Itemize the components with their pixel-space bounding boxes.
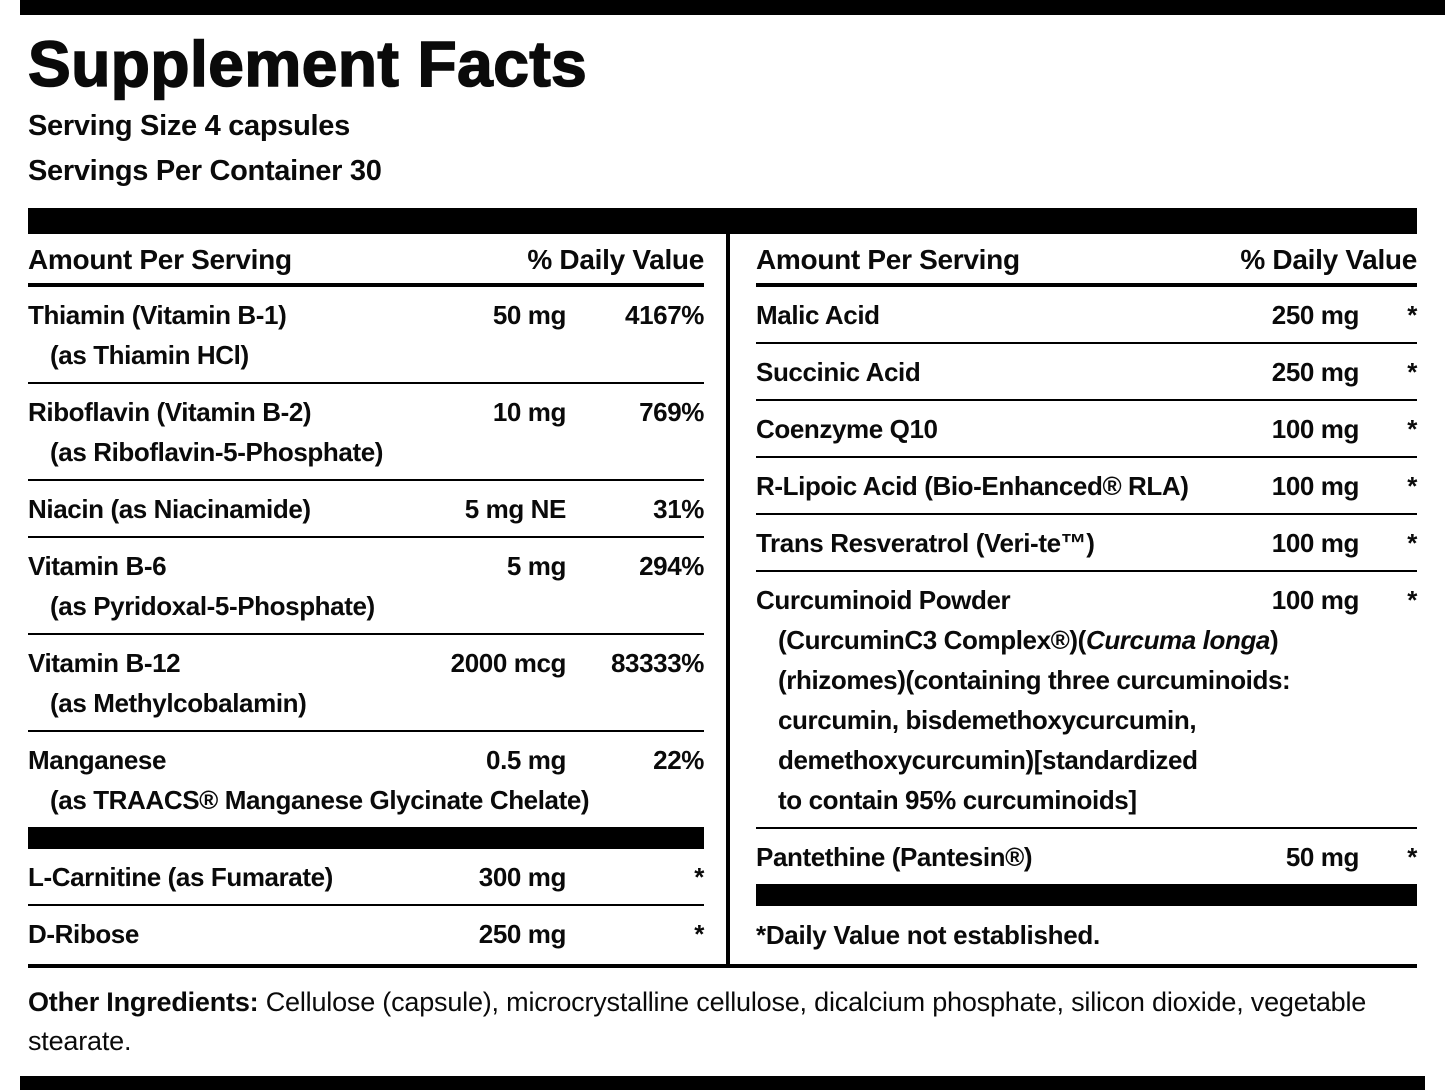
ingredient-amount: 5 mg NE bbox=[464, 494, 567, 525]
ingredient-source: (as Methylcobalamin) bbox=[50, 688, 307, 719]
ingredient-daily-value: 83333% bbox=[610, 648, 704, 679]
other-ingredients-text: Cellulose (capsule), microcrystalline ce… bbox=[28, 987, 1367, 1057]
table-row-succinic-acid: Succinic Acid 250 mg * bbox=[756, 344, 1417, 402]
ingredient-amount: 250 mg bbox=[478, 919, 567, 950]
ingredient-daily-value: * bbox=[694, 862, 704, 893]
ingredient-amount: 250 mg bbox=[1271, 357, 1360, 388]
ingredient-daily-value: * bbox=[1407, 528, 1417, 559]
ingredient-source: (as Thiamin HCl) bbox=[50, 340, 249, 371]
ingredient-daily-value: * bbox=[1407, 585, 1417, 616]
table-row-curcuminoid-powder: Curcuminoid Powder 100 mg * (CurcuminC3 … bbox=[756, 572, 1417, 830]
ingredient-amount: 100 mg bbox=[1271, 585, 1360, 616]
ingredient-source: to contain 95% curcuminoids] bbox=[778, 785, 1137, 816]
ingredient-name: Niacin (as Niacinamide) bbox=[28, 494, 311, 525]
ingredient-name: Malic Acid bbox=[756, 300, 880, 331]
ingredient-daily-value: 4167% bbox=[625, 300, 704, 331]
ingredient-name: R-Lipoic Acid (Bio-Enhanced® RLA) bbox=[756, 471, 1189, 502]
ingredient-daily-value: * bbox=[1407, 471, 1417, 502]
ingredient-name: L-Carnitine (as Fumarate) bbox=[28, 862, 333, 893]
table-row-coenzyme-q10: Coenzyme Q10 100 mg * bbox=[756, 401, 1417, 459]
left-column-header: Amount Per Serving % Daily Value bbox=[28, 234, 704, 288]
ingredient-amount: 5 mg bbox=[506, 551, 566, 582]
ingredient-name: Trans Resveratrol (Veri-te™) bbox=[756, 528, 1095, 559]
other-ingredients: Other Ingredients: Cellulose (capsule), … bbox=[28, 983, 1417, 1061]
botanical-name-italic: Curcuma longa bbox=[1085, 625, 1270, 656]
ingredient-daily-value: * bbox=[1407, 357, 1417, 388]
daily-value-footnote: *Daily Value not established. bbox=[756, 920, 1100, 951]
ingredient-amount: 2000 mcg bbox=[450, 648, 567, 679]
page-title: Supplement Facts bbox=[27, 28, 588, 100]
column-header-daily-value: % Daily Value bbox=[527, 244, 704, 276]
ingredient-amount: 50 mg bbox=[492, 300, 567, 331]
ingredient-name: D-Ribose bbox=[28, 919, 139, 950]
ingredient-source: (rhizomes)(containing three curcuminoids… bbox=[778, 665, 1291, 696]
ingredient-daily-value: * bbox=[1407, 842, 1417, 873]
ingredient-amount: 0.5 mg bbox=[486, 745, 566, 776]
table-row-malic-acid: Malic Acid 250 mg * bbox=[756, 287, 1417, 345]
table-row-thiamin: Thiamin (Vitamin B-1) 50 mg 4167% (as Th… bbox=[28, 287, 704, 385]
table-row-riboflavin: Riboflavin (Vitamin B-2) 10 mg 769% (as … bbox=[28, 384, 704, 482]
ingredient-amount: 100 mg bbox=[1271, 414, 1360, 445]
column-divider bbox=[726, 234, 730, 965]
ingredient-amount: 100 mg bbox=[1271, 528, 1360, 559]
ingredient-source: demethoxycurcumin)[standardized bbox=[778, 745, 1198, 776]
ingredient-daily-value: * bbox=[1407, 414, 1417, 445]
serving-size: Serving Size 4 capsules bbox=[28, 110, 350, 143]
ingredient-amount: 250 mg bbox=[1271, 300, 1360, 331]
right-column-header: Amount Per Serving % Daily Value bbox=[756, 234, 1417, 288]
table-row-d-ribose: D-Ribose 250 mg * bbox=[28, 906, 704, 961]
ingredient-name: Thiamin (Vitamin B-1) bbox=[28, 300, 287, 331]
column-header-amount: Amount Per Serving bbox=[28, 244, 292, 276]
ingredient-name: Manganese bbox=[28, 745, 167, 776]
bottom-border-bar bbox=[20, 1076, 1425, 1090]
table-row-pantethine: Pantethine (Pantesin®) 50 mg * bbox=[756, 829, 1417, 884]
ingredient-name: Succinic Acid bbox=[756, 357, 921, 388]
ingredient-daily-value: 31% bbox=[653, 494, 704, 525]
table-row-vitamin-b12: Vitamin B-12 2000 mcg 83333% (as Methylc… bbox=[28, 635, 704, 733]
ingredient-daily-value: * bbox=[694, 919, 704, 950]
table-row-vitamin-b6: Vitamin B-6 5 mg 294% (as Pyridoxal-5-Ph… bbox=[28, 538, 704, 636]
table-row-manganese: Manganese 0.5 mg 22% (as TRAACS® Mangane… bbox=[28, 732, 704, 827]
ingredient-amount: 10 mg bbox=[492, 397, 567, 428]
text-segment: ) bbox=[1270, 625, 1279, 656]
ingredient-daily-value: 22% bbox=[653, 745, 704, 776]
ingredient-source: (as Riboflavin-5-Phosphate) bbox=[50, 437, 384, 468]
ingredient-amount: 100 mg bbox=[1271, 471, 1360, 502]
table-row-l-carnitine: L-Carnitine (as Fumarate) 300 mg * bbox=[28, 849, 704, 907]
ingredient-daily-value: 294% bbox=[639, 551, 704, 582]
ingredient-name: Vitamin B-12 bbox=[28, 648, 181, 679]
ingredient-daily-value: * bbox=[1407, 300, 1417, 331]
ingredient-name: Curcuminoid Powder bbox=[756, 585, 1011, 616]
table-top-bar bbox=[28, 208, 1417, 235]
top-border-bar bbox=[20, 0, 1445, 15]
text-segment: (CurcuminC3 Complex®)( bbox=[778, 625, 1086, 656]
ingredient-source: (as Pyridoxal-5-Phosphate) bbox=[50, 591, 375, 622]
ingredient-source: (CurcuminC3 Complex®)(Curcuma longa) bbox=[756, 620, 1417, 660]
right-section-bar bbox=[756, 884, 1417, 907]
ingredient-name: Pantethine (Pantesin®) bbox=[756, 842, 1033, 873]
ingredient-source: (as TRAACS® Manganese Glycinate Chelate) bbox=[50, 785, 590, 816]
table-row-r-lipoic-acid: R-Lipoic Acid (Bio-Enhanced® RLA) 100 mg… bbox=[756, 458, 1417, 516]
table-row-niacin: Niacin (as Niacinamide) 5 mg NE 31% bbox=[28, 481, 704, 539]
servings-per-container: Servings Per Container 30 bbox=[28, 155, 382, 188]
ingredient-amount: 50 mg bbox=[1285, 842, 1360, 873]
column-header-amount: Amount Per Serving bbox=[756, 244, 1020, 276]
supplement-facts-label: Supplement Facts Serving Size 4 capsules… bbox=[20, 0, 1445, 1090]
column-header-daily-value: % Daily Value bbox=[1240, 244, 1417, 276]
ingredient-name: Coenzyme Q10 bbox=[756, 414, 938, 445]
other-ingredients-label: Other Ingredients: bbox=[28, 987, 259, 1018]
ingredient-name: Vitamin B-6 bbox=[28, 551, 167, 582]
table-row-trans-resveratrol: Trans Resveratrol (Veri-te™) 100 mg * bbox=[756, 515, 1417, 573]
right-column: Amount Per Serving % Daily Value Malic A… bbox=[756, 234, 1417, 964]
ingredient-daily-value: 769% bbox=[639, 397, 704, 428]
ingredient-name: Riboflavin (Vitamin B-2) bbox=[28, 397, 312, 428]
ingredient-amount: 300 mg bbox=[478, 862, 567, 893]
ingredient-source: curcumin, bisdemethoxycurcumin, bbox=[778, 705, 1197, 736]
nutrition-table: Amount Per Serving % Daily Value Thiamin… bbox=[28, 234, 1417, 969]
left-column: Amount Per Serving % Daily Value Thiamin… bbox=[28, 234, 704, 964]
left-section-bar bbox=[28, 827, 704, 850]
